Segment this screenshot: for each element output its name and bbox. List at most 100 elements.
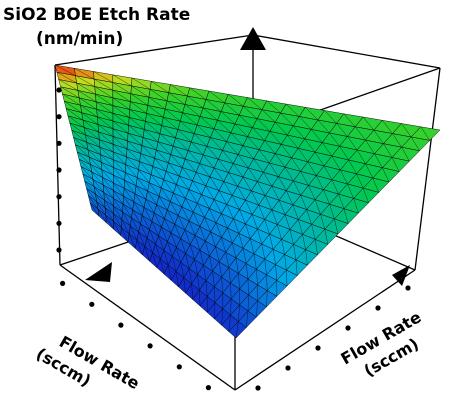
surface-mesh-line — [246, 311, 249, 328]
surface-mesh-line — [170, 232, 177, 248]
surface-mesh-line — [237, 186, 246, 201]
surface-mesh-line — [247, 294, 249, 312]
surface-mesh-line — [80, 105, 98, 118]
surface-mesh-line — [202, 107, 218, 121]
surface-mesh-line — [420, 126, 430, 141]
surface-mesh-line — [253, 158, 264, 173]
surface-mesh-line — [331, 179, 339, 195]
surface-mesh-line — [155, 244, 161, 259]
surface-mesh-line — [277, 224, 282, 240]
surface-mesh-line — [228, 315, 231, 332]
surface-mesh-line — [315, 239, 318, 255]
box-edge-top-back-left — [54, 34, 254, 66]
surface-mesh-line — [228, 94, 244, 107]
surface-mesh-line — [112, 120, 129, 134]
surface-mesh-line — [86, 188, 97, 202]
surface-mesh-line — [214, 199, 222, 214]
surface-mesh-line — [131, 217, 139, 233]
z-axis-tick — [56, 167, 62, 173]
surface-mesh-line — [363, 188, 369, 203]
surface-mesh-line — [140, 153, 153, 167]
surface-mesh-line — [226, 141, 239, 155]
surface-mesh-line — [221, 237, 226, 253]
surface-mesh-line — [253, 253, 257, 270]
surface-mesh-line — [209, 208, 217, 223]
y-axis-tick — [375, 305, 381, 311]
surface-mesh-line — [317, 119, 330, 134]
surface-mesh-line — [295, 259, 298, 276]
surface-mesh-line — [170, 154, 183, 168]
surface-mesh-line — [85, 134, 101, 148]
y-axis-tick — [315, 345, 321, 351]
surface-mesh-line — [242, 145, 254, 159]
etch-rate-surface — [54, 64, 441, 339]
surface-mesh-line — [151, 81, 169, 93]
surface-mesh-line — [220, 111, 236, 125]
surface-mesh-line — [64, 101, 82, 113]
surface-mesh-line — [289, 229, 294, 245]
surface-mesh-line — [305, 249, 308, 266]
surface-mesh-line — [113, 167, 125, 181]
surface-mesh-line — [356, 149, 366, 164]
surface-mesh-line — [101, 169, 114, 183]
surface-mesh-line — [89, 157, 103, 170]
surface-mesh-line — [92, 179, 104, 193]
surface-mesh-line — [212, 271, 215, 287]
surface-mesh-line — [298, 148, 308, 162]
surface-mesh-line — [338, 194, 345, 209]
surface-mesh-line — [264, 219, 270, 235]
surface-mesh-line — [158, 196, 168, 211]
surface-mesh-line — [324, 110, 337, 124]
surface-mesh-line — [224, 102, 240, 116]
surface-mesh-line — [191, 283, 193, 300]
surface-mesh-line — [307, 161, 317, 176]
surface-mesh-line — [230, 132, 243, 146]
chart-title: SiO2 BOE Etch Rate — [3, 5, 190, 25]
surface-mesh-line — [293, 180, 301, 196]
axis-arrows — [85, 27, 410, 286]
surface-mesh-line — [163, 179, 174, 194]
surface-mesh-line — [185, 253, 190, 269]
surface-mesh-line — [172, 256, 177, 272]
surface-mesh-line — [383, 143, 393, 158]
surface-mesh-line — [391, 157, 400, 172]
surface-mesh-line — [139, 161, 152, 175]
surface-mesh-line — [233, 163, 244, 178]
surface-mesh-line — [265, 195, 273, 210]
surface-mesh-line — [199, 163, 211, 178]
surface-mesh-line — [257, 118, 270, 132]
surface-mesh-line — [134, 193, 145, 208]
x-axis-tick — [60, 280, 66, 286]
surface-mesh-line — [234, 123, 248, 137]
x-axis-arrow — [85, 262, 112, 282]
surface-mesh-line — [175, 137, 189, 151]
z-axis-tick — [56, 194, 62, 200]
y-axis-arrow — [392, 265, 410, 286]
z-axis-tick — [56, 87, 62, 93]
surface-mesh-line — [113, 190, 124, 205]
surface-mesh-line — [75, 144, 90, 158]
surface-mesh-line — [329, 132, 340, 147]
surface-mesh-line — [251, 214, 258, 230]
surface-mesh-line — [239, 115, 253, 128]
surface-mesh-line — [221, 277, 223, 293]
surface-mesh-line — [242, 177, 252, 192]
surface-mesh-line — [174, 224, 181, 239]
surface-mesh-line — [73, 137, 89, 150]
surface-mesh-line — [131, 77, 151, 90]
surface-mesh-line — [104, 200, 114, 214]
surface-mesh-line — [112, 74, 132, 87]
surface-mesh-line — [66, 108, 84, 121]
surface-mesh-line — [323, 189, 330, 205]
z-axis-tick — [56, 220, 62, 226]
surface-mesh-line — [101, 162, 114, 176]
surface-mesh-line — [266, 290, 268, 307]
surface-mesh-line — [135, 185, 146, 200]
surface-mesh-line — [82, 173, 95, 187]
surface-mesh-line — [148, 97, 166, 110]
surface-mesh-line — [401, 147, 410, 162]
surface-mesh-line — [74, 68, 95, 80]
surface-mesh-line — [180, 262, 184, 278]
surface-mesh-line — [182, 112, 198, 126]
surface-mesh-line — [242, 248, 247, 264]
